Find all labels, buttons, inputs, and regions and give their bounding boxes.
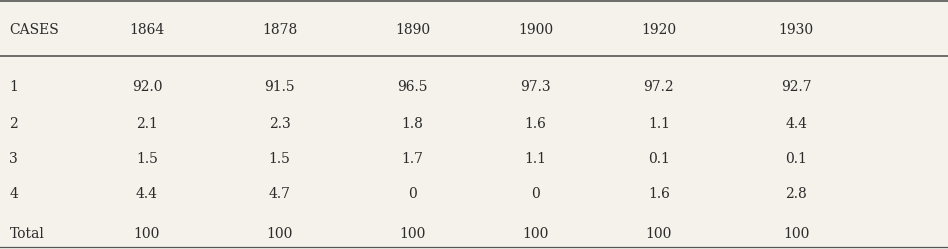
Text: 4.7: 4.7 (268, 187, 291, 201)
Text: 1.1: 1.1 (647, 118, 670, 131)
Text: 0.1: 0.1 (785, 152, 808, 166)
Text: 1920: 1920 (641, 23, 677, 37)
Text: 1.8: 1.8 (401, 118, 424, 131)
Text: 3: 3 (9, 152, 18, 166)
Text: 0: 0 (531, 187, 540, 201)
Text: 1878: 1878 (262, 23, 298, 37)
Text: 2: 2 (9, 118, 18, 131)
Text: 100: 100 (399, 227, 426, 241)
Text: 92.7: 92.7 (781, 80, 811, 94)
Text: 1.1: 1.1 (524, 152, 547, 166)
Text: 1: 1 (9, 80, 18, 94)
Text: 96.5: 96.5 (397, 80, 428, 94)
Text: 97.2: 97.2 (644, 80, 674, 94)
Text: 1.6: 1.6 (524, 118, 547, 131)
Text: 100: 100 (134, 227, 160, 241)
Text: 1.5: 1.5 (268, 152, 291, 166)
Text: 4.4: 4.4 (136, 187, 158, 201)
Text: 0: 0 (408, 187, 417, 201)
Text: 1890: 1890 (394, 23, 430, 37)
Text: 0.1: 0.1 (647, 152, 670, 166)
Text: Total: Total (9, 227, 45, 241)
Text: 100: 100 (646, 227, 672, 241)
Text: 97.3: 97.3 (520, 80, 551, 94)
Text: 100: 100 (783, 227, 810, 241)
Text: 2.8: 2.8 (786, 187, 807, 201)
Text: 2.1: 2.1 (136, 118, 158, 131)
Text: 4.4: 4.4 (785, 118, 808, 131)
Text: 1.5: 1.5 (136, 152, 158, 166)
Text: 1864: 1864 (129, 23, 165, 37)
Text: 1930: 1930 (778, 23, 814, 37)
Text: 4: 4 (9, 187, 18, 201)
Text: 100: 100 (266, 227, 293, 241)
Text: CASES: CASES (9, 23, 59, 37)
Text: 92.0: 92.0 (132, 80, 162, 94)
Text: 91.5: 91.5 (264, 80, 295, 94)
Text: 100: 100 (522, 227, 549, 241)
Text: 1.7: 1.7 (401, 152, 424, 166)
Text: 1900: 1900 (518, 23, 554, 37)
Text: 1.6: 1.6 (647, 187, 670, 201)
Text: 2.3: 2.3 (269, 118, 290, 131)
